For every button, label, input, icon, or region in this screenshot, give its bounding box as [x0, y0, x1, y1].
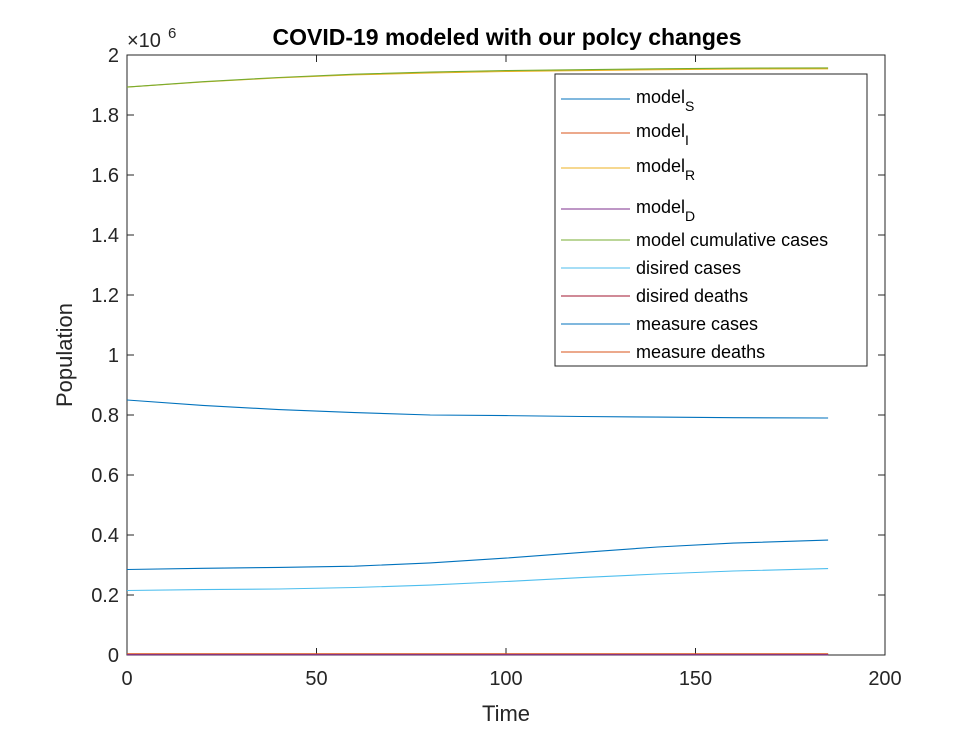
x-axis-label: Time: [482, 701, 530, 726]
series-line-disired-cases: [126, 568, 829, 592]
legend-label: modelS: [636, 87, 694, 114]
ticks: 0 50 100 150 200 0 0.2 0.4 0.6 0.8 1 1.2 1.4 1.6 1.8 2: [91, 45, 902, 690]
legend-label: model cumulative cases: [636, 230, 828, 250]
x-tick-label: 100: [489, 668, 522, 690]
series-layer: [126, 67, 829, 656]
y-tick-label: 0.4: [91, 525, 119, 547]
y-exponent: ×10 6: [127, 25, 176, 52]
chart-title: COVID-19 modeled with our polcy changes: [272, 24, 741, 50]
y-tick-label: 0.8: [91, 405, 119, 427]
y-tick-label: 1.8: [91, 105, 119, 127]
legend-label: measure cases: [636, 314, 758, 334]
y-exponent-power: 6: [168, 25, 176, 42]
x-tick-label: 0: [121, 668, 132, 690]
y-tick-label: 0.2: [91, 585, 119, 607]
x-tick-label: 150: [679, 668, 712, 690]
legend-label: disired cases: [636, 258, 741, 278]
legend-box: [554, 73, 868, 367]
x-tick-label: 50: [305, 668, 327, 690]
y-tick-label: 0.6: [91, 465, 119, 487]
legend-label: modelR: [636, 156, 695, 183]
legend-label: measure deaths: [636, 342, 765, 362]
y-axis-label: Population: [52, 303, 77, 407]
y-exponent-base: ×10: [127, 30, 161, 52]
y-tick-label: 2: [108, 45, 119, 67]
series-line-measure-cases: [126, 539, 829, 571]
y-tick-label: 1.6: [91, 165, 119, 187]
legend: modelS modelI modelR modelD model cumulative…: [554, 73, 868, 367]
y-tick-label: 1.2: [91, 285, 119, 307]
series-line-model-s: [126, 399, 829, 419]
legend-label: modelI: [636, 121, 689, 148]
legend-label: disired deaths: [636, 286, 748, 306]
series-line-model-cumulative-cases: [126, 67, 829, 88]
y-tick-label: 1: [108, 345, 119, 367]
x-tick-label: 200: [868, 668, 901, 690]
y-tick-label: 1.4: [91, 225, 119, 247]
y-tick-label: 0: [108, 645, 119, 667]
legend-label: modelD: [636, 197, 695, 224]
